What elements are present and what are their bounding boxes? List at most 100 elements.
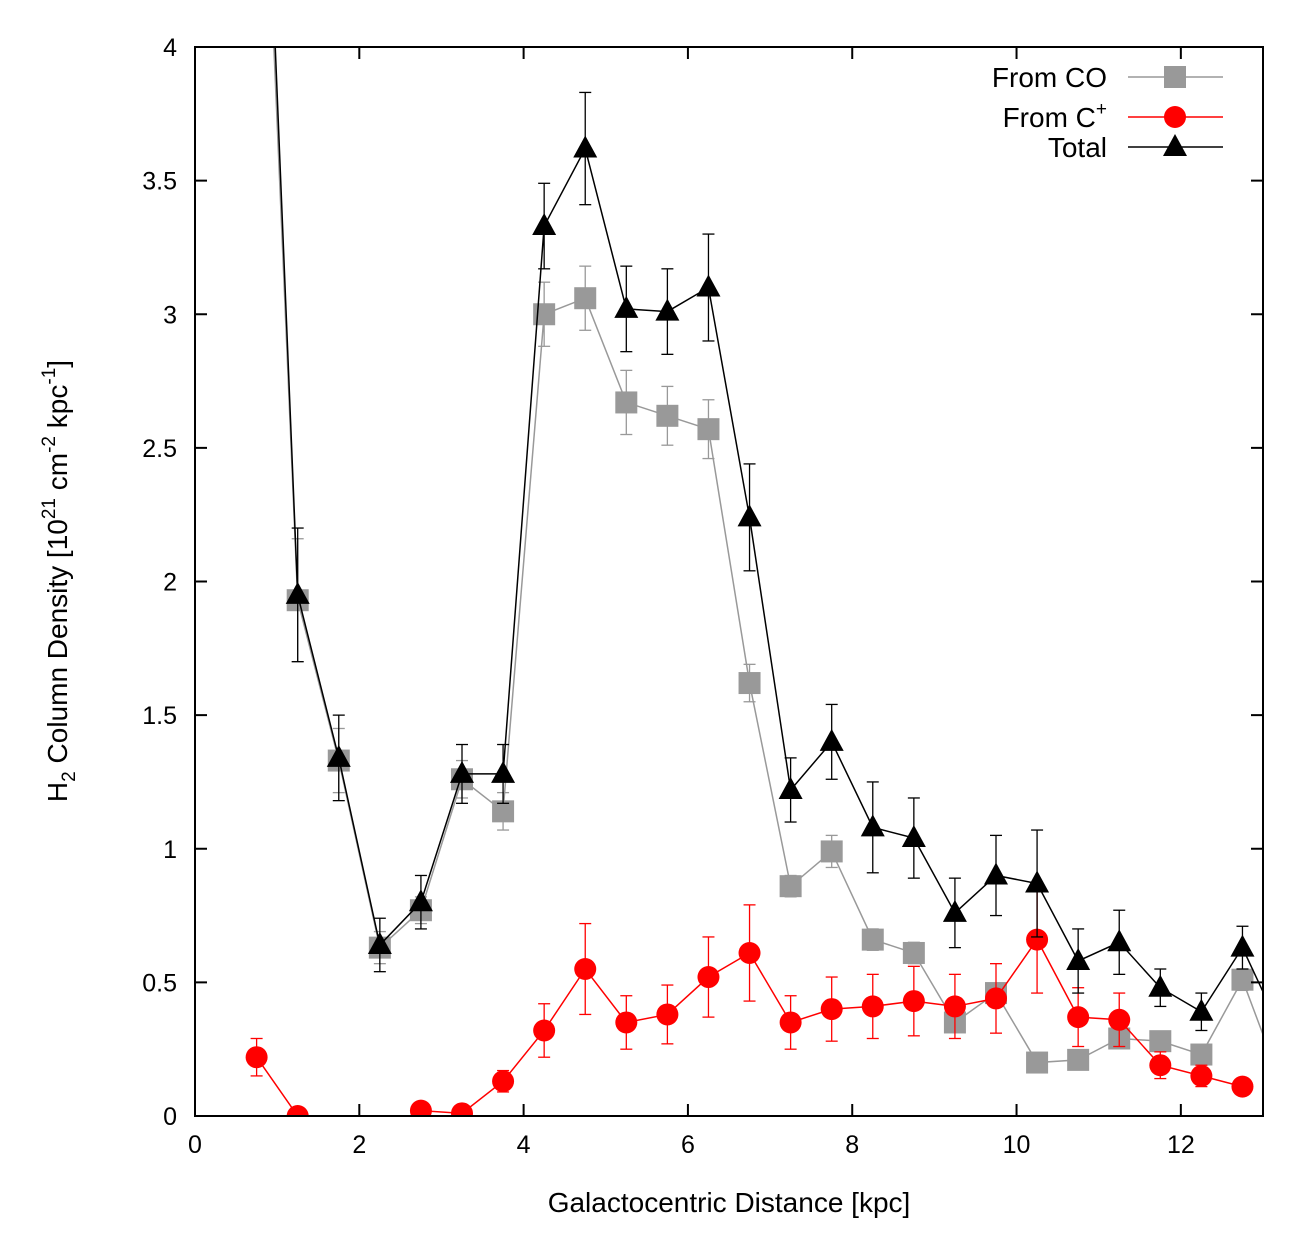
data-point — [738, 672, 761, 695]
y-tick-label: 2.5 — [142, 435, 177, 463]
data-point — [1067, 1048, 1090, 1071]
data-point — [286, 1105, 309, 1116]
data-point — [820, 840, 843, 863]
data-point — [656, 404, 679, 427]
y-axis-title-kpc: kpc — [42, 385, 73, 436]
data-point — [820, 998, 843, 1021]
series-layer — [245, 47, 1263, 1116]
x-tick-label: 4 — [517, 1131, 531, 1159]
legend-label-co: From CO — [992, 62, 1107, 93]
series-triangle — [274, 47, 1263, 1032]
x-tick-label: 6 — [681, 1131, 695, 1159]
data-point — [532, 213, 557, 236]
data-point — [942, 899, 967, 922]
legend-marker — [1164, 66, 1186, 88]
y-axis-title-end: ] — [42, 360, 73, 368]
y-axis-title-cm: cm — [42, 453, 73, 498]
data-point — [902, 941, 925, 964]
data-point — [408, 889, 433, 912]
data-point — [326, 744, 351, 767]
data-point — [696, 274, 721, 297]
data-point — [573, 135, 598, 158]
data-point — [451, 1102, 473, 1116]
data-point — [656, 1003, 679, 1026]
x-tick-label: 8 — [845, 1131, 859, 1159]
x-tick-label: 2 — [352, 1131, 366, 1159]
y-axis-title-mid: Column Density [10 — [42, 519, 73, 771]
data-point — [1108, 1008, 1131, 1031]
data-point — [861, 928, 884, 951]
data-point — [860, 814, 885, 837]
legend-label-cplus-sup: + — [1096, 99, 1107, 120]
data-point — [1231, 968, 1254, 991]
data-point — [615, 391, 638, 414]
legend-label-cplus: From C+ — [1003, 99, 1107, 133]
data-point — [778, 776, 803, 799]
legend-marker — [1163, 134, 1187, 156]
y-tick-label: 3.5 — [142, 168, 177, 196]
data-point — [492, 800, 515, 823]
data-point — [738, 941, 761, 964]
data-point — [1066, 947, 1091, 970]
data-point — [1107, 929, 1132, 952]
x-tick-label: 12 — [1167, 1131, 1195, 1159]
data-point — [1067, 1006, 1090, 1029]
y-tick-label: 0.5 — [142, 969, 177, 997]
y-tick-label: 1 — [163, 836, 177, 864]
data-point — [902, 990, 925, 1013]
data-point — [1189, 998, 1214, 1021]
legend-label-total: Total — [1048, 132, 1107, 163]
legend-label-cplus-text: From C — [1003, 102, 1096, 133]
data-point — [1190, 1064, 1213, 1087]
data-point — [574, 287, 597, 310]
data-point — [367, 931, 392, 954]
y-axis-title-h-sub: 2 — [59, 771, 80, 782]
data-point — [1149, 1030, 1172, 1053]
legend-marker — [1164, 106, 1186, 128]
x-axis-title: Galactocentric Distance [kpc] — [548, 1187, 911, 1218]
y-tick-label: 0 — [163, 1103, 177, 1131]
data-point — [533, 1019, 556, 1042]
y-axis-title-exp2: -2 — [39, 436, 60, 453]
data-point — [574, 958, 597, 981]
data-point — [285, 581, 310, 604]
data-point — [985, 987, 1007, 1010]
data-point — [779, 1011, 802, 1034]
x-tick-label: 10 — [1003, 1131, 1031, 1159]
data-point — [655, 298, 680, 321]
data-point — [245, 1046, 268, 1069]
data-point — [450, 760, 474, 783]
series-circle — [245, 885, 1254, 1116]
data-point — [1148, 974, 1173, 997]
y-axis-title-h: H — [42, 782, 73, 802]
data-point — [737, 504, 762, 527]
data-point — [819, 728, 844, 751]
data-point — [697, 418, 720, 441]
y-tick-label: 2 — [163, 569, 177, 597]
data-point — [1026, 1051, 1049, 1074]
data-point — [779, 875, 802, 898]
data-point — [1231, 1075, 1254, 1098]
y-tick-label: 4 — [163, 34, 177, 62]
y-axis-title: H2 Column Density [1021 cm-2 kpc-1] — [39, 360, 80, 802]
data-point — [861, 995, 884, 1018]
data-point — [615, 1011, 638, 1034]
y-tick-label: 1.5 — [142, 702, 177, 730]
legend-samples — [1128, 66, 1223, 156]
data-point — [943, 995, 966, 1018]
data-point — [1149, 1054, 1172, 1077]
data-point — [901, 825, 926, 848]
data-point — [984, 862, 1008, 885]
y-axis-title-exp1: 21 — [39, 498, 60, 519]
data-point — [409, 1099, 432, 1116]
data-point — [492, 1070, 515, 1093]
tick-layer: 0 2 4 6 8 10 12 0 0.5 1 1.5 2 2.5 3 3.5 4 — [142, 34, 1263, 1159]
data-point — [1190, 1043, 1213, 1066]
data-point — [491, 760, 516, 783]
data-point — [614, 295, 639, 318]
x-tick-label: 0 — [188, 1131, 202, 1159]
data-point — [1026, 928, 1049, 951]
